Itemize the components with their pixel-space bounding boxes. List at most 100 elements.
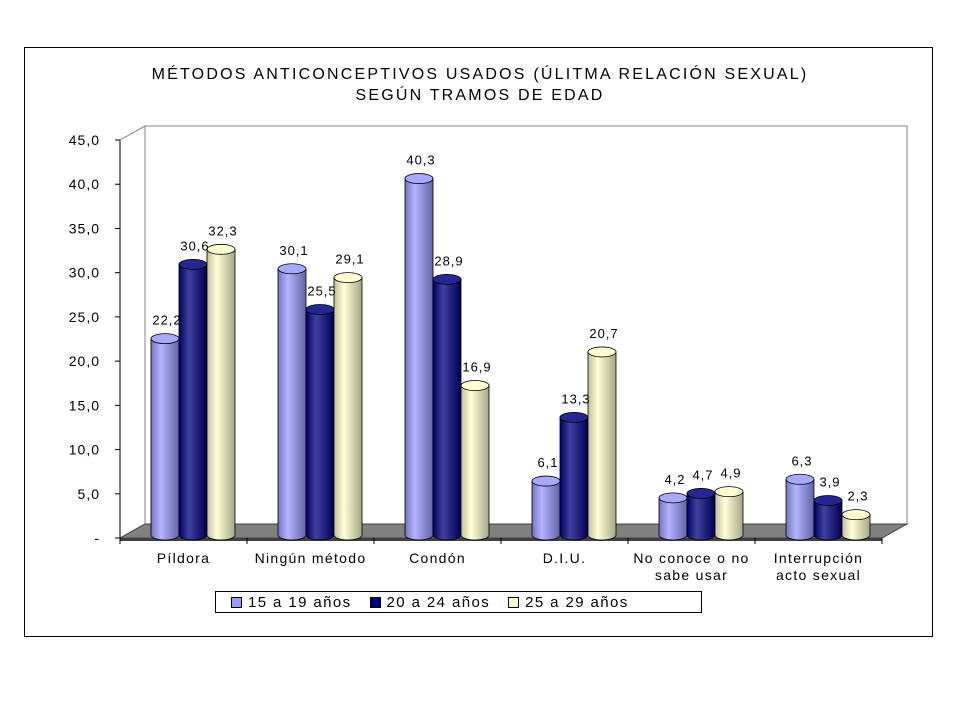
data-label: 6,3 [791, 453, 812, 468]
data-label: 28,9 [434, 253, 463, 268]
bar-body [277, 268, 307, 541]
data-label: 30,6 [180, 238, 209, 253]
bar-body [686, 493, 716, 541]
bar-top [531, 475, 561, 487]
bar-top [277, 263, 307, 275]
bar [686, 488, 716, 541]
bar-body [333, 277, 363, 541]
y-tick-label: 25,0 [69, 309, 100, 325]
bar-top [178, 258, 208, 270]
y-tick-label: 45,0 [69, 132, 100, 148]
bar-body [785, 478, 815, 541]
x-tick-label: sabe usar [655, 567, 728, 583]
x-tick-label: acto sexual [776, 567, 861, 583]
bar-top [559, 411, 589, 423]
bar [587, 346, 617, 541]
x-tick-label: Píldora [157, 550, 210, 566]
legend-label-3: 25 a 29 años [525, 593, 629, 611]
data-label: 4,2 [664, 472, 685, 487]
legend-item-1: 15 a 19 años [231, 594, 352, 611]
bar-top [305, 304, 335, 315]
bar-top [658, 492, 688, 504]
legend-swatch-3 [508, 596, 520, 608]
bar-top [785, 473, 815, 485]
y-tick-label: 20,0 [69, 353, 100, 369]
bar-body [460, 385, 490, 541]
data-label: 2,3 [847, 489, 868, 504]
bar [206, 243, 236, 541]
legend-swatch-2 [369, 596, 381, 608]
bar [178, 258, 208, 541]
bar-top [813, 495, 843, 506]
bar-top [404, 173, 434, 184]
data-label: 3,9 [819, 475, 840, 490]
legend: 15 a 19 años 20 a 24 años 25 a 29 años [215, 591, 702, 613]
y-tick-label: 15,0 [69, 397, 100, 413]
data-label: 20,7 [589, 326, 618, 341]
legend-swatch-1 [231, 596, 242, 608]
bar [813, 495, 843, 541]
bar-top [432, 273, 462, 285]
x-tick-label: Interrupción [774, 550, 864, 566]
bar [559, 411, 589, 541]
bar-body [432, 278, 462, 541]
bar-top [841, 509, 871, 521]
bar-body [714, 491, 744, 541]
data-label: 40,3 [406, 153, 435, 168]
chart-title: MÉTODOS ANTICONCEPTIVOS USADOS (ÚLITMA R… [151, 66, 809, 83]
bar-body [305, 309, 335, 541]
bar-body [587, 351, 617, 541]
y-tick-label: 30,0 [69, 265, 100, 281]
data-label: 22,2 [152, 313, 181, 328]
bar-body [150, 338, 180, 541]
legend-item-2: 20 a 24 años [369, 593, 491, 611]
y-tick-label: - [94, 530, 100, 546]
bar [531, 475, 561, 541]
bar-body [658, 497, 688, 541]
bar-body [178, 263, 208, 541]
bar [150, 333, 180, 541]
x-tick-label: Ningún método [255, 550, 367, 566]
data-label: 32,3 [208, 223, 237, 238]
bar [714, 486, 744, 541]
legend-item-3: 25 a 29 años [508, 594, 629, 611]
data-label: 4,7 [692, 467, 713, 482]
bar [333, 272, 363, 541]
bar [305, 304, 335, 541]
bar [277, 263, 307, 541]
bar-top [587, 346, 617, 358]
bar-top [333, 272, 363, 284]
bar-body [841, 514, 871, 541]
y-tick-label: 35,0 [69, 220, 100, 236]
y-tick-label: 10,0 [69, 442, 100, 458]
bar-body [404, 178, 434, 541]
plot-walls [118, 125, 909, 541]
x-axis: Píldora Ningún método Condón D.I.U. No conoc… [119, 538, 883, 583]
bar [432, 273, 462, 541]
legend-label-1: 15 a 19 años [248, 593, 352, 611]
x-tick-label: Condón [409, 550, 466, 566]
data-label: 6,1 [537, 455, 558, 470]
bar [460, 380, 490, 541]
bar-body [206, 248, 236, 541]
y-axis: - 5,0 10,0 15,0 20,0 25,0 30,0 35,0 40,0 45,0 [69, 132, 121, 546]
bars [150, 173, 871, 541]
value-labels: 22,2 30,632,3 30,1 25,5 29,1 40,3 28,9 16,9 6,1 1… [152, 153, 868, 504]
bar [658, 492, 688, 541]
bar [404, 173, 434, 541]
bar-body [531, 480, 561, 541]
chart-subtitle: SEGÚN TRAMOS DE EDAD [355, 87, 605, 104]
bar [841, 509, 871, 541]
legend-label-2: 20 a 24 años [386, 593, 491, 611]
bar-top [714, 486, 744, 498]
data-label: 29,1 [335, 252, 364, 267]
bar-body [559, 416, 589, 541]
bar-top [686, 488, 716, 499]
bar-top [206, 243, 236, 255]
data-label: 25,5 [307, 283, 336, 298]
bar-top [150, 333, 180, 345]
y-tick-label: 40,0 [69, 176, 100, 192]
bar-top [460, 380, 490, 391]
data-label: 13,3 [561, 391, 590, 406]
data-label: 16,9 [462, 360, 491, 375]
